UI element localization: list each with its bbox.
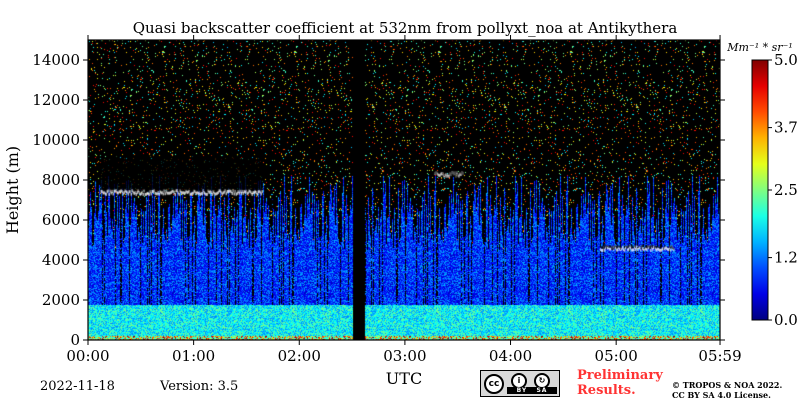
version-label: Version: 3.5: [160, 379, 239, 394]
x-tick-label: 03:00: [383, 347, 426, 365]
copyright-line-2: CC BY SA 4.0 License.: [672, 390, 771, 400]
backscatter-heatmap: [88, 40, 720, 340]
colorbar-tick-label: 2.5: [774, 181, 798, 199]
x-tick-label: 00:00: [66, 347, 109, 365]
license-terms-bar: BY SA: [507, 387, 557, 394]
axes: 0 2000 4000 6000 8000 10000 12000 14000 00:00 01:…: [32, 35, 742, 365]
chart-title: Quasi backscatter coefficient at 532nm f…: [133, 19, 678, 37]
colorbar-gradient: [751, 59, 769, 321]
cc-license-badge[interactable]: cc i ↻ BY SA: [480, 370, 560, 397]
x-tick-label: 05:59: [698, 347, 741, 365]
colorbar-tick-label: 3.7: [774, 119, 798, 137]
plot-area: [88, 40, 720, 340]
share-alike-icon: ↻: [534, 373, 550, 389]
license-sa-label: SA: [536, 387, 548, 394]
x-tick-label: 02:00: [278, 347, 321, 365]
x-axis-label: UTC: [386, 369, 422, 388]
x-tick-label: 01:00: [172, 347, 215, 365]
y-tick-label: 6000: [42, 211, 80, 229]
creative-commons-icon: cc: [484, 374, 504, 394]
preliminary-line-2: Results.: [577, 383, 636, 398]
preliminary-line-1: Preliminary: [577, 368, 663, 383]
colorbar-tick-label: 5.0: [774, 51, 798, 69]
date-label: 2022-11-18: [40, 379, 115, 394]
x-tick-label: 05:00: [595, 347, 638, 365]
y-tick-label: 14000: [32, 51, 80, 69]
plot-frame: [87, 39, 721, 341]
colorbar-unit-label: Mm⁻¹ * sr⁻¹: [726, 41, 793, 54]
y-tick-label: 4000: [42, 251, 80, 269]
colorbar-tick-label: 0.0: [774, 311, 798, 329]
y-tick-label: 8000: [42, 171, 80, 189]
copyright-line-1: © TROPOS & NOA 2022.: [672, 380, 783, 390]
preliminary-results-note: Preliminary Results.: [577, 368, 663, 398]
license-by-label: BY: [516, 387, 528, 394]
colorbar: 0.0 1.2 2.5 3.7 5.0: [751, 51, 798, 329]
y-tick-label: 0: [70, 331, 80, 349]
copyright-notice: © TROPOS & NOA 2022. CC BY SA 4.0 Licens…: [672, 380, 782, 400]
y-tick-label: 10000: [32, 131, 80, 149]
y-tick-label: 2000: [42, 291, 80, 309]
x-tick-label: 04:00: [489, 347, 532, 365]
y-axis-label: Height (m): [3, 146, 22, 234]
colorbar-tick-label: 1.2: [774, 249, 798, 267]
y-tick-label: 12000: [32, 91, 80, 109]
